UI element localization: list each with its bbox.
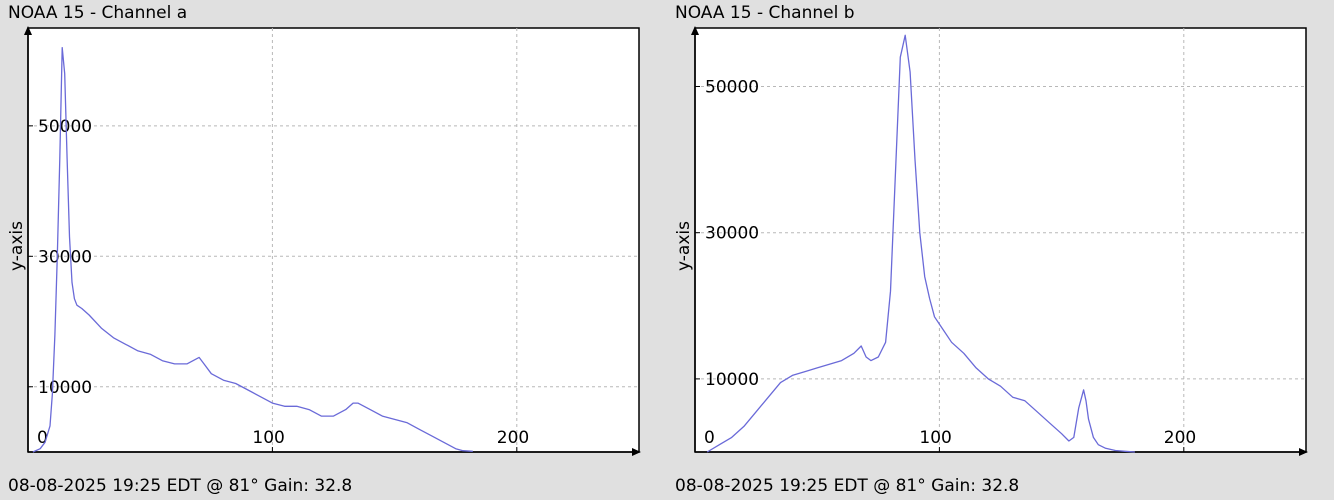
y-tick-label: 10000 xyxy=(38,378,92,398)
x-axis-arrow xyxy=(632,448,641,456)
chart-panel-channel-a: NOAA 15 - Channel a 0 100 200 10000 30000 500… xyxy=(7,3,641,496)
y-tick-label: 30000 xyxy=(705,224,759,244)
x-tick-label: 100 xyxy=(252,428,284,448)
series-line xyxy=(706,34,1135,453)
y-axis-label: y-axis xyxy=(7,221,27,271)
chart-plot-channel-a: 0 100 200 10000 30000 50000 y-axis xyxy=(7,26,641,456)
chart-caption: 08-08-2025 19:25 EDT @ 81° Gain: 32.8 xyxy=(675,476,1020,496)
plot-area xyxy=(27,27,640,453)
series-line xyxy=(32,46,473,453)
y-tick-label: 30000 xyxy=(38,247,92,267)
chart-panel-channel-b: NOAA 15 - Channel b 0 100 200 10000 30000 500… xyxy=(667,0,1334,500)
y-axis-arrow xyxy=(24,26,32,35)
x-axis-arrow xyxy=(1299,448,1308,456)
chart-title: NOAA 15 - Channel b xyxy=(675,3,855,23)
y-tick-label: 10000 xyxy=(705,370,759,390)
x-tick-label: 100 xyxy=(919,428,951,448)
x-tick-label: 200 xyxy=(1164,428,1196,448)
x-tick-label: 0 xyxy=(37,428,48,448)
y-tick-label: 50000 xyxy=(38,117,92,137)
chart-caption: 08-08-2025 19:25 EDT @ 81° Gain: 32.8 xyxy=(8,476,353,496)
x-tick-label: 200 xyxy=(497,428,529,448)
x-tick-label: 0 xyxy=(704,428,715,448)
chart-title: NOAA 15 - Channel a xyxy=(8,3,188,23)
chart-plot-channel-b: 0 100 200 10000 30000 50000 y-axis xyxy=(674,26,1308,456)
y-axis-label: y-axis xyxy=(674,221,694,271)
plot-area xyxy=(694,27,1307,453)
y-tick-label: 50000 xyxy=(705,77,759,97)
y-axis-arrow xyxy=(691,26,699,35)
